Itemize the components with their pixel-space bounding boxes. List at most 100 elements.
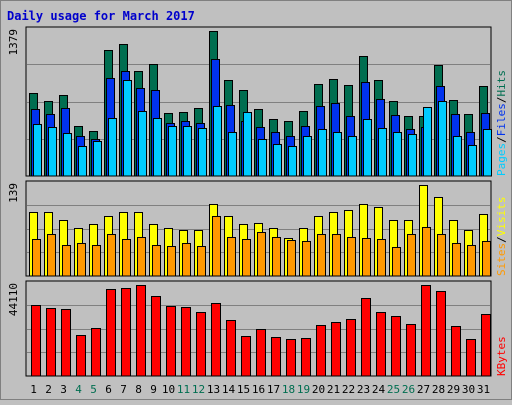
x-label-day-14: 14	[222, 383, 236, 396]
legend-entry: Visits	[495, 197, 508, 237]
bar-kbytes-day-5	[91, 328, 101, 377]
legend-entry: Pages	[495, 143, 508, 176]
bar-pages-day-29	[453, 136, 462, 177]
bar-sites-day-14	[227, 237, 236, 277]
bar-kbytes-day-4	[76, 335, 86, 377]
bar-pages-day-22	[348, 136, 357, 177]
bar-kbytes-day-17	[271, 337, 281, 377]
bar-pages-day-31	[483, 129, 492, 177]
legend-entry: Sites	[495, 243, 508, 276]
bar-sites-day-31	[482, 241, 491, 277]
x-label-day-15: 15	[237, 383, 250, 396]
x-label-day-13: 13	[207, 383, 220, 396]
legend-kbytes: KBytes	[495, 336, 508, 376]
bar-sites-day-3	[62, 245, 71, 277]
bar-pages-day-16	[258, 139, 267, 177]
legend-entry: Files	[495, 103, 508, 136]
x-label-day-21: 21	[327, 383, 340, 396]
bar-pages-day-14	[228, 132, 237, 177]
chart-title: Daily usage for March 2017	[7, 9, 195, 23]
bar-pages-day-11	[183, 126, 192, 177]
bar-pages-day-30	[468, 145, 477, 177]
bar-pages-day-20	[318, 129, 327, 177]
x-label-day-1: 1	[30, 383, 37, 396]
bar-kbytes-day-24	[376, 312, 386, 377]
bar-kbytes-day-12	[196, 312, 206, 377]
bar-sites-day-15	[242, 239, 251, 277]
bar-kbytes-day-29	[451, 326, 461, 377]
bar-pages-day-23	[363, 119, 372, 177]
bar-kbytes-day-18	[286, 339, 296, 377]
bar-pages-day-27	[423, 107, 432, 177]
bar-pages-day-5	[93, 141, 102, 177]
bar-kbytes-day-15	[241, 336, 251, 377]
bar-pages-day-8	[138, 111, 147, 177]
bar-sites-day-25	[392, 247, 401, 277]
legend-entry: /	[495, 97, 508, 104]
bar-pages-day-26	[408, 134, 417, 177]
bar-sites-day-9	[152, 245, 161, 277]
bar-pages-day-3	[63, 133, 72, 177]
bar-sites-day-19	[302, 241, 311, 277]
x-label-day-20: 20	[312, 383, 325, 396]
bar-sites-day-27	[422, 227, 431, 277]
bar-sites-day-2	[47, 234, 56, 277]
bar-kbytes-day-7	[121, 288, 131, 377]
bar-kbytes-day-19	[301, 338, 311, 377]
x-label-day-28: 28	[432, 383, 445, 396]
legend-entry: /	[495, 136, 508, 143]
x-label-day-8: 8	[135, 383, 142, 396]
bar-sites-day-26	[407, 234, 416, 277]
bar-sites-day-13	[212, 216, 221, 277]
x-label-day-26: 26	[402, 383, 415, 396]
x-label-day-22: 22	[342, 383, 355, 396]
legend-visits-sites: Sites/Visits	[495, 197, 508, 277]
bar-sites-day-1	[32, 239, 41, 277]
bar-kbytes-day-10	[166, 306, 176, 377]
bar-kbytes-day-11	[181, 307, 191, 377]
bar-sites-day-6	[107, 234, 116, 277]
bar-kbytes-day-3	[61, 309, 71, 377]
x-label-day-5: 5	[90, 383, 97, 396]
bar-pages-day-6	[108, 118, 117, 177]
bar-pages-day-19	[303, 136, 312, 177]
bar-pages-day-15	[243, 112, 252, 177]
x-label-day-10: 10	[162, 383, 175, 396]
bar-pages-day-17	[273, 144, 282, 177]
bar-kbytes-day-9	[151, 296, 161, 377]
bar-sites-day-5	[92, 245, 101, 277]
y-max-label: 1379	[7, 29, 20, 56]
bar-sites-day-4	[77, 243, 86, 277]
legend-entry: KBytes	[495, 336, 508, 376]
bar-pages-day-18	[288, 146, 297, 177]
bar-pages-day-25	[393, 132, 402, 177]
bar-kbytes-day-2	[46, 308, 56, 377]
bar-kbytes-day-13	[211, 303, 221, 377]
bar-pages-day-10	[168, 126, 177, 177]
bar-sites-day-29	[452, 243, 461, 277]
bar-pages-day-13	[213, 106, 222, 177]
bar-sites-day-21	[332, 234, 341, 277]
bar-kbytes-day-8	[136, 285, 146, 377]
bar-sites-day-7	[122, 239, 131, 277]
x-label-day-23: 23	[357, 383, 370, 396]
panel-visits-sites: 139 Sites/Visits	[7, 180, 508, 277]
bar-sites-day-28	[437, 234, 446, 277]
bar-kbytes-day-30	[466, 339, 476, 377]
bar-kbytes-day-20	[316, 325, 326, 377]
bar-kbytes-day-25	[391, 316, 401, 377]
bar-sites-day-8	[137, 237, 146, 277]
x-label-day-12: 12	[192, 383, 205, 396]
bar-sites-day-10	[167, 246, 176, 277]
x-label-day-11: 11	[177, 383, 190, 396]
y-max-label: 44110	[7, 283, 20, 316]
x-label-day-19: 19	[297, 383, 310, 396]
x-label-day-27: 27	[417, 383, 430, 396]
bar-pages-day-12	[198, 128, 207, 177]
x-label-day-3: 3	[60, 383, 67, 396]
bar-pages-day-4	[78, 146, 87, 177]
x-label-day-30: 30	[462, 383, 475, 396]
x-label-day-24: 24	[372, 383, 386, 396]
x-label-day-29: 29	[447, 383, 460, 396]
